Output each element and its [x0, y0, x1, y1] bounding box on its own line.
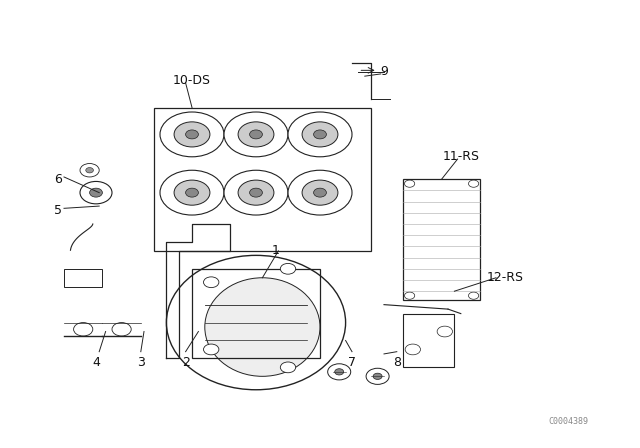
Circle shape [250, 188, 262, 197]
Circle shape [112, 323, 131, 336]
Text: C0004389: C0004389 [549, 417, 589, 426]
Bar [403, 314, 454, 367]
Circle shape [373, 373, 382, 379]
Circle shape [204, 277, 219, 288]
Circle shape [80, 181, 112, 204]
Circle shape [302, 122, 338, 147]
Text: 5: 5 [54, 204, 61, 217]
Circle shape [366, 368, 389, 384]
Circle shape [405, 344, 420, 355]
Text: 8: 8 [393, 356, 401, 370]
Bar [154, 108, 371, 251]
Text: 4: 4 [92, 356, 100, 370]
Circle shape [404, 292, 415, 299]
Circle shape [250, 130, 262, 139]
Circle shape [314, 188, 326, 197]
Circle shape [288, 112, 352, 157]
Circle shape [90, 188, 102, 197]
Circle shape [437, 326, 452, 337]
Circle shape [186, 188, 198, 197]
Circle shape [224, 112, 288, 157]
Circle shape [186, 130, 198, 139]
Circle shape [86, 168, 93, 173]
Text: 9: 9 [380, 65, 388, 78]
Text: 1: 1 [271, 244, 279, 258]
Text: 11-RS: 11-RS [442, 150, 479, 164]
Text: 3: 3 [137, 356, 145, 370]
Circle shape [404, 180, 415, 187]
Circle shape [160, 112, 224, 157]
Circle shape [280, 362, 296, 373]
Circle shape [238, 122, 274, 147]
Circle shape [80, 164, 99, 177]
Bar [403, 179, 480, 300]
Circle shape [174, 180, 210, 205]
Text: 6: 6 [54, 172, 61, 186]
Circle shape [280, 263, 296, 274]
Circle shape [314, 130, 326, 139]
Circle shape [288, 170, 352, 215]
Text: 12-RS: 12-RS [487, 271, 524, 284]
Circle shape [174, 122, 210, 147]
Circle shape [335, 369, 344, 375]
Circle shape [238, 180, 274, 205]
Bar [192, 269, 320, 358]
Bar [64, 269, 102, 287]
Text: 7: 7 [348, 356, 356, 370]
Text: 2: 2 [182, 356, 189, 370]
Ellipse shape [166, 255, 346, 390]
Circle shape [468, 292, 479, 299]
Text: 10-DS: 10-DS [173, 74, 211, 87]
Circle shape [204, 344, 219, 355]
Circle shape [302, 180, 338, 205]
Circle shape [328, 364, 351, 380]
Circle shape [74, 323, 93, 336]
Ellipse shape [205, 278, 320, 376]
Circle shape [468, 180, 479, 187]
Circle shape [160, 170, 224, 215]
Circle shape [224, 170, 288, 215]
